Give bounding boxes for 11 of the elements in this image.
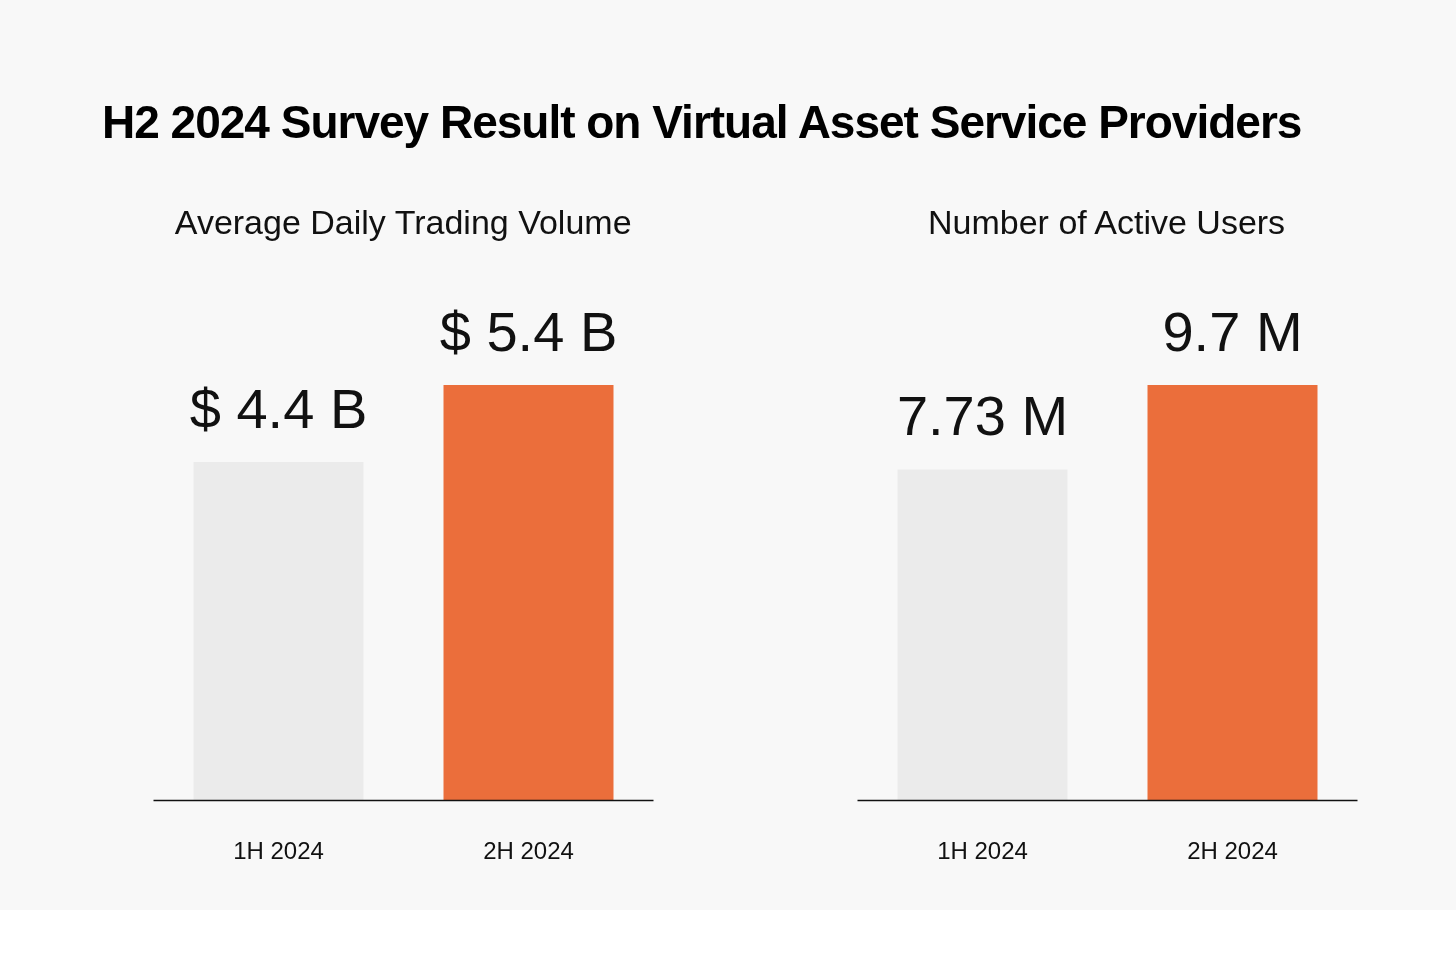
x-tick-label: 1H 2024: [233, 836, 324, 864]
data-label: 9.7 M: [1162, 300, 1303, 364]
x-tick-label: 2H 2024: [483, 836, 574, 864]
x-tick-label: 1H 2024: [937, 836, 1028, 864]
x-tick-label: 2H 2024: [1187, 836, 1278, 864]
chart-title: H2 2024 Survey Result on Virtual Asset Service Providers: [102, 95, 1302, 150]
chart-subtitle: Number of Active Users: [928, 202, 1286, 241]
data-label: 7.73 M: [896, 384, 1069, 448]
data-label: $ 4.4 B: [189, 377, 368, 441]
chart-subtitle: Average Daily Trading Volume: [174, 202, 632, 241]
data-label: $ 5.4 B: [439, 300, 618, 364]
